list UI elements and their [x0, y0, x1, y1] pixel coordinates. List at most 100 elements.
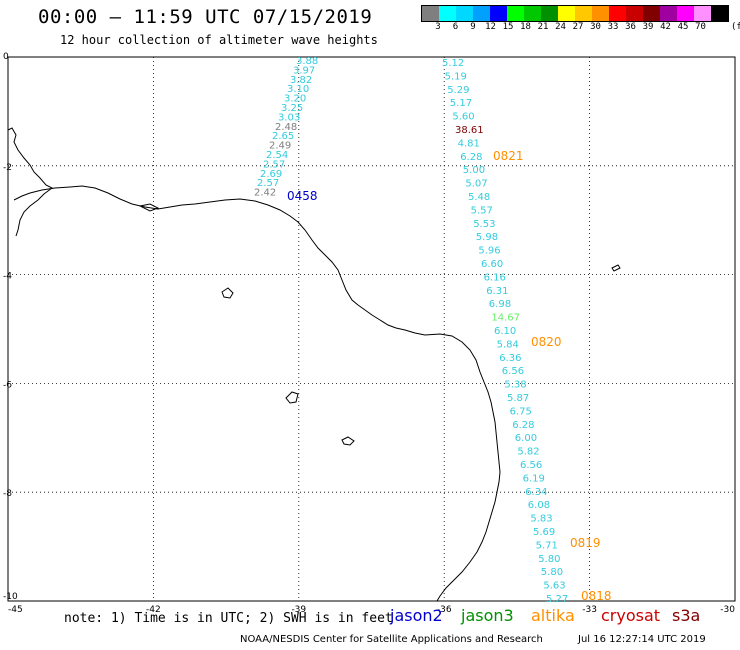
wave-height-label: 5.84	[497, 339, 519, 350]
wave-height-label: 3.10	[287, 84, 309, 95]
island-1	[221, 287, 234, 299]
wave-height-label: 5.83	[530, 514, 552, 525]
legend-swatch	[643, 6, 660, 21]
legend-label: 33	[607, 22, 619, 32]
y-tick-label: 0	[3, 52, 9, 62]
wave-height-label: 6.19	[523, 473, 545, 484]
island-2	[285, 391, 299, 404]
wave-height-label: 5.17	[450, 98, 472, 109]
wave-height-label: 6.34	[525, 487, 547, 498]
legend-swatch	[439, 6, 456, 21]
wave-height-label: 6.36	[499, 353, 521, 364]
satellite-s3a: s3a	[672, 606, 701, 625]
wave-height-label: 6.31	[486, 286, 508, 297]
x-tick-label: -36	[437, 605, 452, 615]
legend-label: 30	[590, 22, 601, 32]
legend-label: 45	[677, 22, 689, 32]
axis-labels: -45 -42 -39 -36 -33 -30 0 -2 -4 -6 -8 -10	[3, 52, 735, 615]
legend-swatch	[507, 6, 524, 21]
y-tick-label: -8	[3, 489, 12, 499]
legend-label: 6	[452, 22, 459, 32]
wave-height-label: 3.25	[281, 103, 303, 114]
satellite-altika: altika	[531, 606, 575, 625]
coastline-north	[7, 127, 53, 237]
y-tick-label: -6	[3, 380, 12, 390]
wave-height-label: 6.75	[510, 406, 532, 417]
x-tick-label: -30	[720, 605, 735, 615]
wave-height-label: 5.82	[517, 447, 539, 458]
legend-label: 27	[572, 22, 584, 32]
wave-height-label: 5.96	[478, 246, 500, 257]
timestamp: Jul 16 12:27:14 UTC 2019	[578, 634, 706, 645]
wave-height-label: 6.28	[512, 420, 534, 431]
wave-height-label: 3.88	[296, 56, 318, 67]
legend-swatch	[490, 6, 507, 21]
legend-label: 24	[555, 22, 566, 32]
satellite-tracks: 3.883.973.823.103.203.253.032.482.652.49…	[254, 56, 612, 605]
lat-lon-grid	[8, 57, 735, 601]
legend-swatch	[558, 6, 575, 21]
legend-label: 15	[502, 22, 514, 32]
wave-height-label: 4.81	[458, 138, 480, 149]
footer-note: note: 1) Time is in UTC; 2) SWH is in fe…	[64, 611, 393, 626]
legend-label: 70	[695, 22, 706, 32]
legend-swatch	[609, 6, 626, 21]
y-tick-label: -10	[3, 592, 18, 602]
wave-height-label: 5.80	[538, 554, 560, 565]
wave-height-label: 3.20	[284, 94, 306, 105]
legend-swatch	[694, 6, 711, 21]
wave-height-label: 5.53	[473, 219, 495, 230]
legend-labels: 3 6 9 12 15 18 21 24 27 30 33 36 39 42 45 70	[421, 22, 740, 36]
map-title: 00:00 – 11:59 UTC 07/15/2019	[38, 6, 373, 28]
wave-height-label: 2.49	[269, 141, 291, 152]
wave-height-label: 2.54	[266, 150, 288, 161]
wave-height-label: 5.48	[468, 192, 490, 203]
satellite-cryosat: cryosat	[601, 606, 661, 625]
wave-height-label: 3.97	[293, 65, 315, 76]
x-tick-label: -33	[582, 605, 597, 615]
legend-label: 39	[642, 22, 654, 32]
satellite-jason3: jason3	[461, 606, 514, 625]
x-tick-label: -39	[291, 605, 306, 615]
legend-label: 3	[435, 22, 441, 32]
coastline-mainland	[13, 185, 501, 602]
island-3	[341, 436, 355, 446]
legend-swatch	[592, 6, 609, 21]
wave-height-label: 6.28	[460, 152, 482, 163]
wave-height-label: 2.57	[257, 178, 279, 189]
legend-label: 36	[625, 22, 636, 32]
wave-height-label: 6.00	[515, 433, 537, 444]
wave-height-label: 5.69	[533, 527, 555, 538]
island-5	[138, 203, 160, 212]
track-time-label: 0820	[531, 335, 562, 349]
wave-height-label: 5.12	[442, 58, 464, 69]
y-tick-label: -2	[3, 163, 12, 173]
legend-label: 42	[660, 22, 671, 32]
x-tick-label: -45	[8, 605, 23, 615]
wave-height-label: 14.67	[491, 313, 520, 324]
wave-height-label: 5.71	[536, 540, 558, 551]
legend-swatch	[473, 6, 490, 21]
wave-height-label: 6.16	[484, 272, 506, 283]
wave-height-label: 38.61	[455, 125, 484, 136]
legend-swatch	[422, 6, 439, 21]
legend-swatch	[660, 6, 677, 21]
island-4	[611, 264, 621, 272]
color-legend	[421, 5, 729, 22]
wave-height-label: 2.42	[254, 188, 276, 199]
wave-height-label: 3.82	[290, 75, 312, 86]
wave-height-label: 5.07	[465, 179, 487, 190]
legend-label: 9	[470, 22, 476, 32]
wave-height-label: 5.87	[507, 393, 529, 404]
legend-swatch	[626, 6, 643, 21]
coastline	[7, 127, 621, 602]
map-subtitle: 12 hour collection of altimeter wave hei…	[60, 33, 378, 47]
legend-label: 21	[537, 22, 549, 32]
wave-height-label: 6.10	[494, 326, 516, 337]
legend-swatch	[575, 6, 592, 21]
wave-height-label: 5.19	[445, 71, 467, 82]
satellite-jason2: jason2	[390, 606, 443, 625]
legend-swatch	[541, 6, 558, 21]
x-tick-label: -42	[146, 605, 161, 615]
